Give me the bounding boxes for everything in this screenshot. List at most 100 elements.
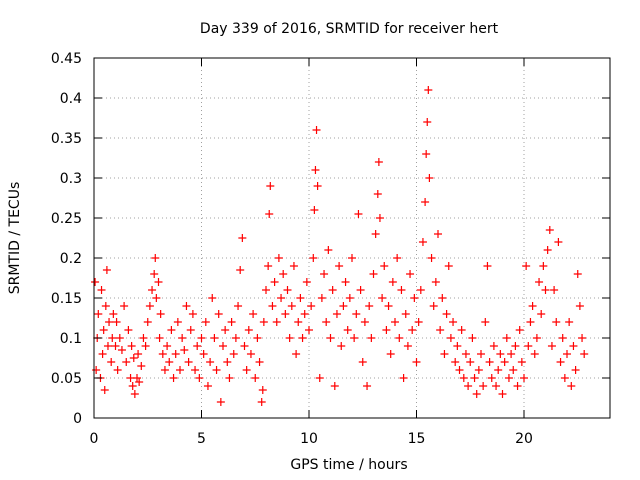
data-point [195, 374, 204, 382]
data-point [253, 334, 262, 342]
data-point [141, 342, 150, 350]
data-point [268, 302, 277, 310]
data-point [395, 334, 404, 342]
data-point [122, 358, 131, 366]
y-tick-label: 0.4 [60, 91, 82, 107]
data-point [345, 294, 354, 302]
data-point [382, 326, 391, 334]
data-point [565, 318, 574, 326]
data-point [481, 318, 490, 326]
data-point [173, 318, 182, 326]
data-point [326, 334, 335, 342]
data-point [461, 350, 470, 358]
data-point [449, 318, 458, 326]
y-tick-label: 0.15 [51, 291, 82, 307]
data-point [186, 326, 195, 334]
data-point [425, 174, 434, 182]
y-tick-label: 0.3 [60, 171, 82, 187]
data-point [283, 286, 292, 294]
data-point [401, 310, 410, 318]
data-point [128, 382, 137, 390]
data-point [558, 334, 567, 342]
data-point [155, 334, 164, 342]
data-point [154, 278, 163, 286]
data-point [477, 350, 485, 358]
data-point [227, 318, 236, 326]
data-point [100, 386, 109, 394]
data-point [365, 302, 374, 310]
data-point [537, 310, 546, 318]
data-point [511, 342, 520, 350]
data-point [399, 374, 408, 382]
data-point [197, 334, 206, 342]
data-point [199, 350, 208, 358]
data-point [265, 210, 274, 218]
data-point [117, 346, 126, 354]
data-point [296, 294, 305, 302]
data-point [550, 286, 559, 294]
data-point [556, 358, 565, 366]
data-point [272, 318, 281, 326]
data-point [148, 286, 157, 294]
data-point [105, 318, 114, 326]
data-point [214, 310, 223, 318]
data-point [152, 294, 161, 302]
data-point [124, 326, 133, 334]
data-point [494, 366, 503, 374]
plot-frame [93, 57, 611, 419]
data-point [108, 334, 117, 342]
data-point [569, 342, 578, 350]
data-point [418, 238, 427, 246]
data-point [474, 366, 483, 374]
data-point [135, 378, 144, 386]
data-point [384, 302, 393, 310]
data-point [300, 310, 309, 318]
data-point [360, 318, 369, 326]
data-point [251, 374, 260, 382]
data-point [103, 342, 112, 350]
data-point [176, 366, 184, 374]
data-point [535, 278, 544, 286]
data-point [520, 374, 528, 382]
data-point [455, 366, 464, 374]
data-point [130, 390, 139, 398]
data-point [500, 358, 509, 366]
data-point [236, 266, 245, 274]
data-point [350, 334, 359, 342]
data-point [242, 366, 251, 374]
data-point [206, 358, 215, 366]
data-point [120, 302, 129, 310]
y-tick-label: 0 [73, 411, 82, 427]
data-point [311, 166, 320, 174]
data-point [371, 230, 380, 238]
data-point [240, 342, 249, 350]
data-point [249, 310, 258, 318]
data-point [246, 350, 255, 358]
x-tick-label: 10 [300, 431, 318, 447]
data-point [274, 254, 283, 262]
data-point [375, 214, 384, 222]
data-point [180, 346, 189, 354]
data-point [354, 210, 363, 218]
data-point [408, 326, 417, 334]
data-point [367, 334, 376, 342]
x-tick-label: 20 [515, 431, 533, 447]
data-point [258, 386, 267, 394]
data-point [279, 270, 288, 278]
data-point [369, 270, 378, 278]
data-point [212, 366, 221, 374]
data-point [298, 334, 307, 342]
data-point [292, 350, 301, 358]
data-point [352, 310, 361, 318]
data-point [492, 382, 501, 390]
grid-lines [94, 58, 610, 418]
data-point [567, 382, 576, 390]
data-point [112, 318, 121, 326]
data-point [193, 342, 202, 350]
data-point [219, 342, 227, 350]
data-point [264, 262, 273, 270]
data-point [150, 270, 159, 278]
x-tick-label: 0 [90, 431, 99, 447]
data-point [470, 374, 479, 382]
data-point [373, 190, 382, 198]
